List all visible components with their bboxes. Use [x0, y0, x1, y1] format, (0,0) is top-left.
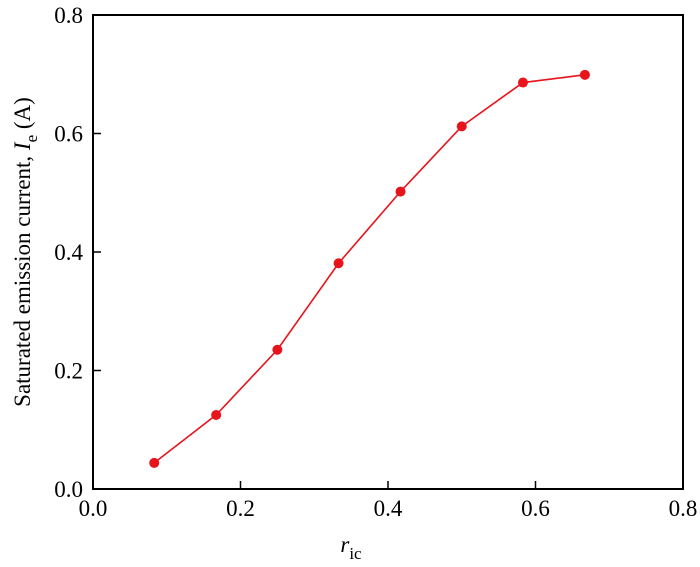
x-tick-label: 0.2: [226, 496, 255, 521]
data-point: [456, 121, 467, 132]
data-point: [579, 69, 590, 80]
data-point: [395, 186, 406, 197]
data-point: [333, 258, 344, 269]
data-point: [149, 457, 160, 468]
data-line: [153, 74, 586, 464]
y-label-text: Saturated emission current,: [10, 150, 35, 407]
data-point: [517, 77, 528, 88]
x-tick-label: 0.4: [374, 496, 403, 521]
y-axis-label: Saturated emission current, Ie (A): [10, 97, 41, 407]
y-label-unit: (A): [10, 97, 35, 135]
y-tick-label: 0.6: [54, 122, 83, 147]
x-label-symbol: r: [340, 532, 350, 557]
x-tick-label: 0.8: [669, 496, 698, 521]
y-label-subscript: e: [22, 135, 41, 143]
data-point: [211, 409, 222, 420]
data-point: [272, 344, 283, 355]
plot-frame: [92, 14, 684, 490]
y-tick-label: 0.4: [54, 240, 83, 265]
x-tick-label: 0.6: [521, 496, 550, 521]
y-tick-label: 0.2: [54, 359, 83, 384]
x-axis-label: ric: [340, 532, 362, 563]
x-tick-label: 0.0: [79, 496, 108, 521]
y-tick-label: 0.8: [54, 3, 83, 28]
y-label-symbol: I: [10, 141, 35, 151]
x-label-subscript: ic: [349, 544, 362, 563]
y-tick-label: 0.0: [54, 477, 83, 502]
